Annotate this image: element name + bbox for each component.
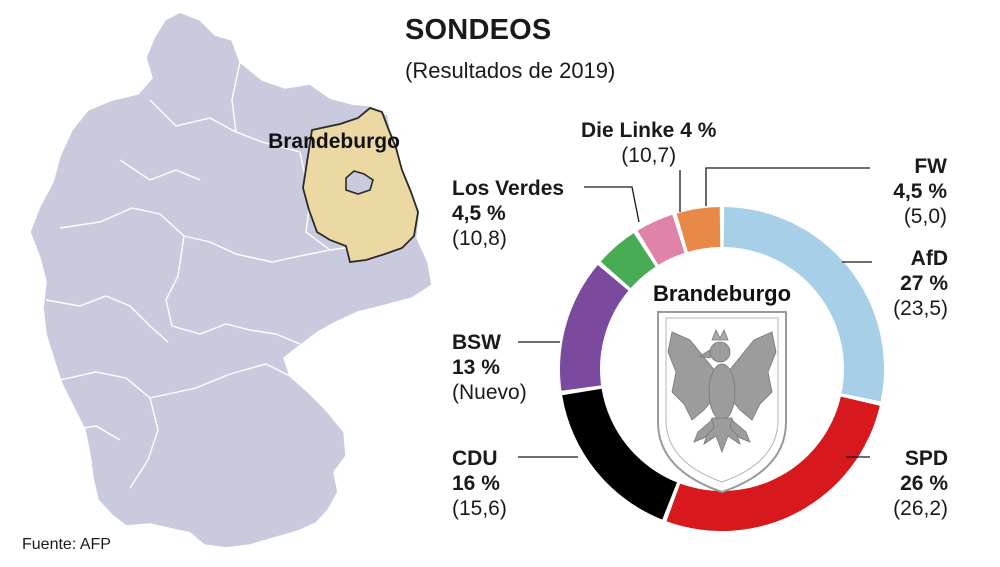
slice-label-los-verdes: Los Verdes 4,5 % (10,8)	[452, 176, 564, 251]
party-name: Die Linke	[581, 119, 675, 142]
party-previous: (15,6)	[452, 497, 507, 520]
party-percent: 27 %	[900, 272, 948, 295]
germany-shape	[29, 11, 433, 549]
party-name: AfD	[910, 247, 948, 270]
donut-slice-spd	[666, 396, 880, 531]
slice-label-die-linke: Die Linke 4 % (10,7)	[581, 118, 716, 168]
coat-of-arms-icon	[657, 311, 787, 494]
party-percent: 4 %	[680, 119, 717, 142]
donut-slice-fw	[676, 207, 721, 252]
party-previous: (26,2)	[893, 497, 948, 520]
donut-slice-bsw	[560, 265, 629, 391]
map-region-label: Brandeburgo	[268, 130, 400, 153]
party-previous: (10,7)	[621, 144, 677, 167]
party-percent: 4,5 %	[893, 180, 947, 203]
donut-center-label: Brandeburgo	[653, 281, 791, 306]
source-note: Fuente: AFP	[22, 536, 111, 553]
chart-subtitle: (Resultados de 2019)	[405, 58, 616, 83]
party-previous: (10,8)	[452, 227, 507, 250]
party-name: SPD	[904, 447, 948, 470]
party-name: BSW	[452, 331, 501, 354]
party-previous: (Nuevo)	[452, 381, 527, 404]
party-percent: 13 %	[452, 356, 500, 379]
donut-slice-afd	[723, 207, 884, 402]
slice-label-bsw: BSW 13 % (Nuevo)	[452, 330, 527, 405]
donut-slice-die-linke	[637, 214, 685, 265]
leader-lines	[518, 167, 872, 458]
slice-label-cdu: CDU 16 % (15,6)	[452, 446, 507, 521]
germany-map: Brandeburgo	[29, 11, 433, 549]
slice-label-spd: SPD 26 % (26,2)	[893, 446, 948, 521]
leader-line-fw	[705, 167, 870, 206]
leader-line-los-verdes	[584, 186, 640, 223]
chart-title: SONDEOS	[405, 14, 552, 46]
party-percent: 16 %	[452, 472, 500, 495]
donut-slice-cdu	[562, 388, 678, 520]
party-name: Los Verdes	[452, 177, 565, 200]
party-name: CDU	[452, 447, 498, 470]
party-percent: 4,5 %	[452, 202, 506, 225]
party-percent: 26 %	[900, 472, 948, 495]
party-name: FW	[914, 155, 947, 178]
berlin-region	[345, 170, 374, 195]
party-previous: (5,0)	[903, 205, 947, 228]
party-previous: (23,5)	[893, 297, 948, 320]
donut-chart	[560, 207, 884, 531]
slice-label-afd: AfD 27 % (23,5)	[893, 246, 948, 321]
slice-label-fw: FW 4,5 % (5,0)	[893, 154, 947, 229]
donut-slice-los-verdes	[600, 233, 656, 289]
